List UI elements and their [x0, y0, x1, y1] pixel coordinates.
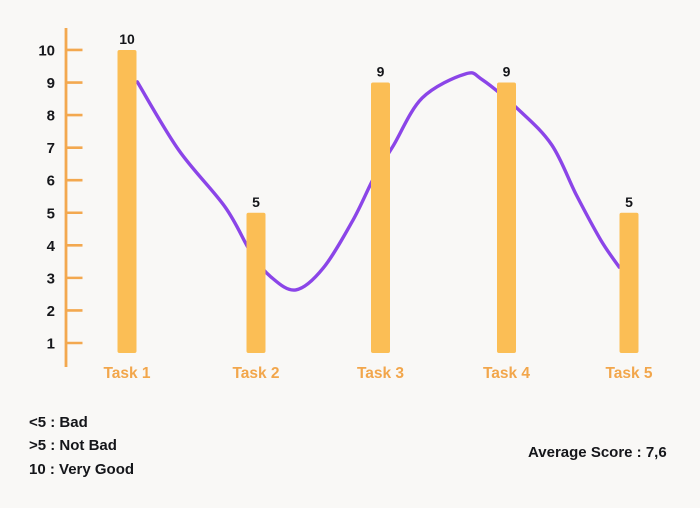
bar-value-label: 9: [503, 64, 511, 80]
x-axis-label: Task 2: [232, 365, 279, 382]
y-axis-tick-label: 6: [47, 173, 55, 190]
y-axis-tick-label: 1: [47, 336, 55, 353]
legend-item-not-bad: >5 : Not Bad: [29, 437, 117, 455]
x-axis-label: Task 5: [605, 365, 652, 382]
score-legend: <5 : Bad >5 : Not Bad 10 : Very Good: [29, 411, 134, 481]
y-axis-tick-label: 10: [38, 42, 55, 59]
bar-task-5: [619, 212, 639, 353]
bar-value-label: 5: [252, 194, 260, 210]
x-axis-label: Task 1: [103, 365, 150, 382]
y-axis: 1 2 3 4 5 6 7 8 9 10: [38, 28, 83, 367]
y-axis-tick-label: 3: [47, 270, 55, 287]
y-axis-tick-label: 2: [47, 303, 55, 320]
bar-task-3: [371, 82, 390, 354]
bar-task-2: [246, 212, 266, 353]
bar-value-label: 9: [377, 64, 385, 80]
bar-series: 10 5 9 9 5: [117, 31, 639, 354]
legend-item-bad: <5 : Bad: [29, 414, 88, 431]
legend-item-very-good: 10 : Very Good: [29, 460, 135, 478]
average-score-text: Average Score : 7,6: [528, 444, 667, 461]
y-axis-tick-label: 9: [47, 75, 55, 92]
y-axis-tick-label: 5: [47, 205, 55, 222]
bar-value-label: 10: [119, 31, 135, 47]
x-labels: Task 1 Task 2 Task 3 Task 4 Task 5: [103, 365, 652, 382]
bar-task-1: [117, 49, 137, 354]
bar-task-4: [497, 82, 516, 354]
y-axis-tick-label: 8: [47, 108, 55, 125]
x-axis-label: Task 4: [483, 365, 530, 382]
y-axis-tick-label: 7: [47, 140, 55, 157]
x-axis-label: Task 3: [357, 365, 404, 382]
bar-value-label: 5: [625, 194, 633, 210]
y-axis-tick-label: 4: [47, 238, 56, 255]
